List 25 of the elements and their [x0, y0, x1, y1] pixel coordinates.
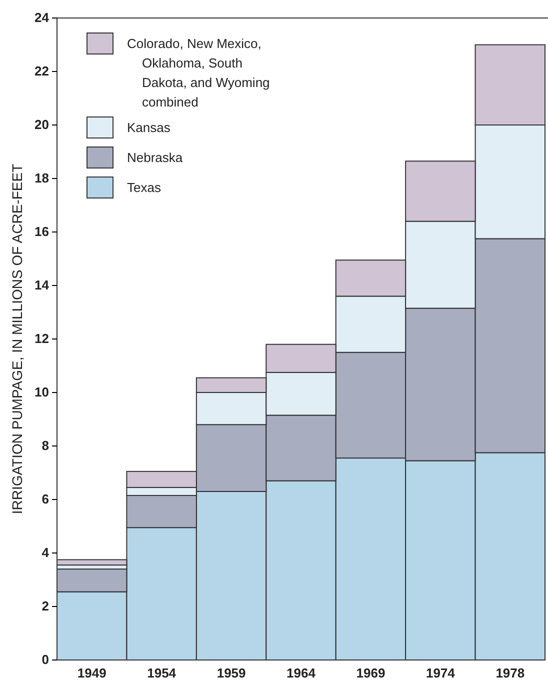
x-tick-label: 1964 [286, 665, 316, 680]
x-tick-label: 1949 [77, 665, 106, 680]
y-tick-label: 14 [34, 278, 50, 293]
y-tick-label: 12 [34, 331, 49, 346]
legend-label: Texas [127, 180, 162, 195]
y-tick-label: 0 [42, 652, 49, 668]
x-tick-label: 1959 [216, 665, 246, 680]
y-tick-label: 18 [34, 170, 49, 186]
y-tick-label: 24 [34, 10, 50, 26]
y-tick-label: 10 [34, 384, 49, 400]
x-tick-label: 1969 [356, 665, 386, 680]
legend-label: Colorado, New Mexico, Oklahoma, South Dakota, and Wyoming combined [127, 36, 270, 110]
legend-label: Kansas [127, 120, 171, 135]
legend-label: Nebraska [127, 150, 184, 165]
y-tick-label: 16 [34, 224, 49, 240]
x-tick-label: 1978 [496, 665, 525, 680]
y-tick-label: 8 [42, 438, 49, 454]
x-tick-label: 1954 [147, 665, 177, 680]
y-tick-label: 6 [42, 492, 49, 507]
y-tick-label: 20 [34, 117, 49, 132]
y-axis-title: IRRIGATION PUMPAGE, IN MILLIONS OF ACRE-FEET [9, 163, 25, 514]
y-tick-label: 2 [42, 598, 49, 614]
x-tick-label: 1974 [426, 665, 456, 680]
y-tick-label: 4 [42, 545, 50, 560]
y-tick-label: 22 [34, 64, 49, 79]
